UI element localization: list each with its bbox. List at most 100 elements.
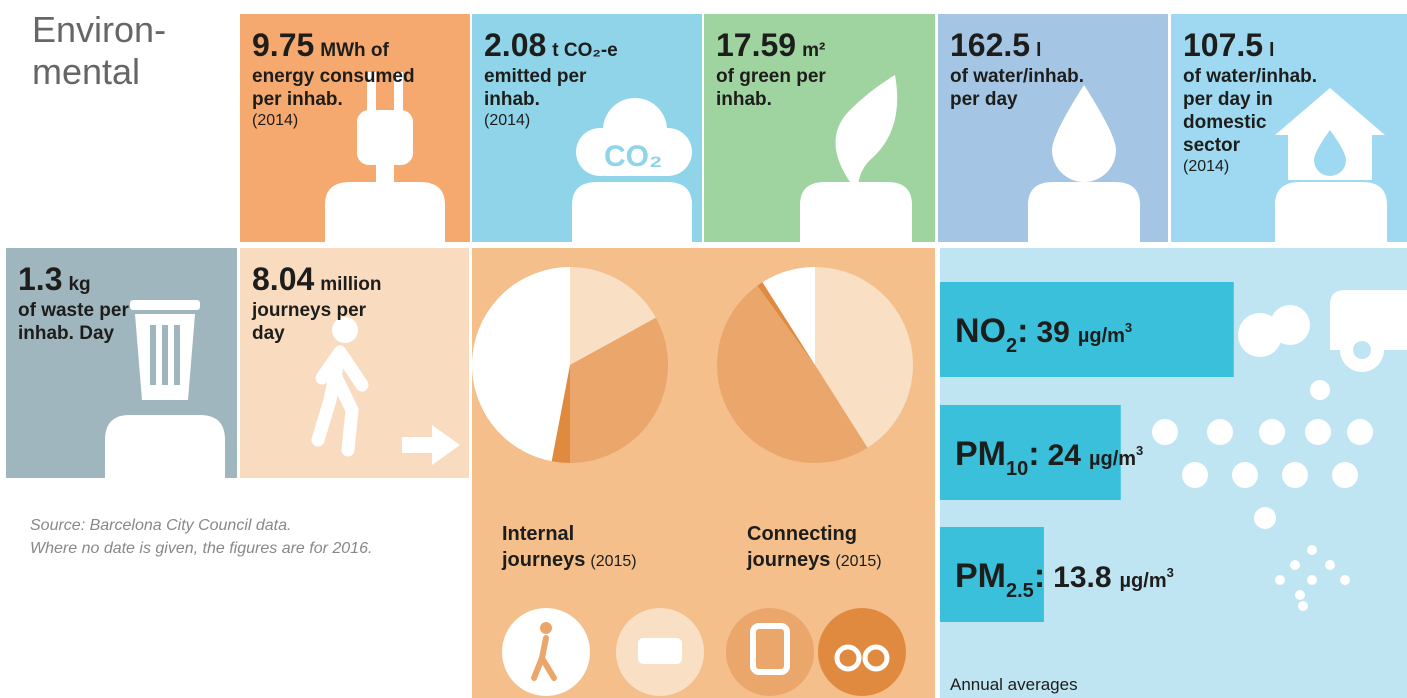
air-unit: µg/m: [1089, 448, 1136, 470]
person: [800, 182, 912, 242]
pie-label: journeys (2015): [746, 549, 882, 571]
tile-unit: m²: [802, 40, 825, 61]
tile-headline: 1.3 kg: [18, 261, 91, 297]
dot: [1295, 590, 1305, 600]
tile-text: journeys per: [251, 300, 367, 321]
trash-lid: [130, 300, 200, 310]
tile-headline: 8.04 million: [252, 261, 382, 297]
cloud: [590, 140, 680, 176]
pie-slice: [815, 267, 914, 448]
plug-neck: [376, 160, 394, 185]
tile-headline: 2.08 t CO₂-e: [484, 27, 618, 63]
tile-text: sector: [1183, 135, 1241, 156]
air-bar: [940, 527, 1044, 622]
tile-text: inhab.: [484, 89, 540, 110]
tile-text: of waste per: [18, 300, 129, 321]
air-value: 13.8: [1053, 561, 1111, 594]
dot: [1290, 560, 1300, 570]
tile-text: per day: [950, 89, 1018, 110]
air-bar: [940, 405, 1121, 500]
tile-text: emitted per: [484, 66, 587, 87]
walker-body: [311, 345, 369, 457]
dot: [1254, 507, 1276, 529]
mode-icon: [818, 608, 906, 696]
pollutant: PM: [955, 435, 1006, 473]
dot: [1325, 560, 1335, 570]
tile-value: 9.75: [252, 27, 314, 63]
tile-value: 162.5: [950, 27, 1030, 63]
tile-text: day: [252, 323, 285, 344]
air-unit: µg/m: [1078, 325, 1125, 347]
tile-text: inhab.: [716, 89, 772, 110]
tile-headline: 17.59 m²: [716, 27, 825, 63]
dot: [1305, 419, 1331, 445]
person: [1028, 182, 1140, 242]
plug-prong: [394, 72, 403, 114]
dot: [1282, 462, 1308, 488]
icons: CO₂: [105, 72, 1407, 611]
pie-slice: [716, 285, 868, 464]
tile-text: of water/inhab.: [950, 66, 1084, 87]
tile-unit: l: [1036, 40, 1041, 61]
air-unit-sup: 3: [1125, 320, 1132, 335]
air-value: 39: [1036, 316, 1069, 349]
pie-slice: [551, 365, 570, 463]
air-unit-sup: 3: [1167, 565, 1174, 580]
separator: :: [1017, 312, 1028, 350]
car-hub: [1353, 341, 1371, 359]
bus-glyph: [750, 623, 790, 675]
source: Source: Barcelona City Council data.: [30, 517, 291, 534]
title: mental: [32, 51, 140, 92]
dot: [1152, 419, 1178, 445]
separator: :: [1028, 435, 1039, 473]
dot: [1232, 462, 1258, 488]
dot: [1182, 462, 1208, 488]
dot: [1340, 575, 1350, 585]
tile-text: energy consumed: [252, 66, 415, 87]
pie-slice: [570, 267, 656, 365]
title: Environ-: [32, 9, 166, 50]
person: [105, 415, 225, 478]
pie-slice: [471, 267, 570, 462]
walker-head: [332, 317, 358, 343]
tile-unit: t CO₂-e: [552, 40, 617, 61]
pie-year: (2015): [590, 553, 636, 570]
drop: [1052, 85, 1116, 182]
air-value: 24: [1048, 439, 1082, 472]
tile-headline: 9.75 MWh of: [252, 27, 390, 63]
tile-value: 107.5: [1183, 27, 1263, 63]
car-glyph: [638, 638, 682, 664]
mode-icon: [726, 608, 814, 696]
tile-value: 2.08: [484, 27, 546, 63]
tile-headline: 107.5 l: [1183, 27, 1274, 63]
dot: [1307, 575, 1317, 585]
separator: :: [1034, 557, 1045, 595]
pie-slice: [762, 267, 815, 365]
trash-stripe: [162, 325, 168, 385]
pollutant: NO: [955, 312, 1006, 350]
pie-label: Internal: [502, 523, 574, 545]
walk-head: [540, 622, 552, 634]
dot: [1332, 462, 1358, 488]
pie-year: (2015): [835, 553, 881, 570]
pie-slice: [570, 317, 668, 463]
bike-wheel: [862, 644, 890, 672]
dot: [1259, 419, 1285, 445]
tile-headline: 162.5 l: [950, 27, 1041, 63]
dot: [1307, 545, 1317, 555]
pollutant-sub: 2.5: [1006, 580, 1034, 602]
plug-prong: [367, 72, 376, 114]
air-unit-sup: 3: [1136, 443, 1143, 458]
tile-unit: MWh of: [320, 40, 389, 61]
pollutant-sub: 2: [1006, 335, 1017, 357]
walk-body: [531, 635, 557, 681]
house-drop: [1314, 130, 1346, 176]
arrow: [402, 425, 460, 465]
plug: [357, 110, 413, 165]
air-bar: [940, 282, 1234, 377]
cloud-text: CO₂: [604, 140, 662, 173]
tile-text: per inhab.: [252, 89, 343, 110]
pie-label: journeys (2015): [501, 549, 637, 571]
tile-text: per day in: [1183, 89, 1273, 110]
